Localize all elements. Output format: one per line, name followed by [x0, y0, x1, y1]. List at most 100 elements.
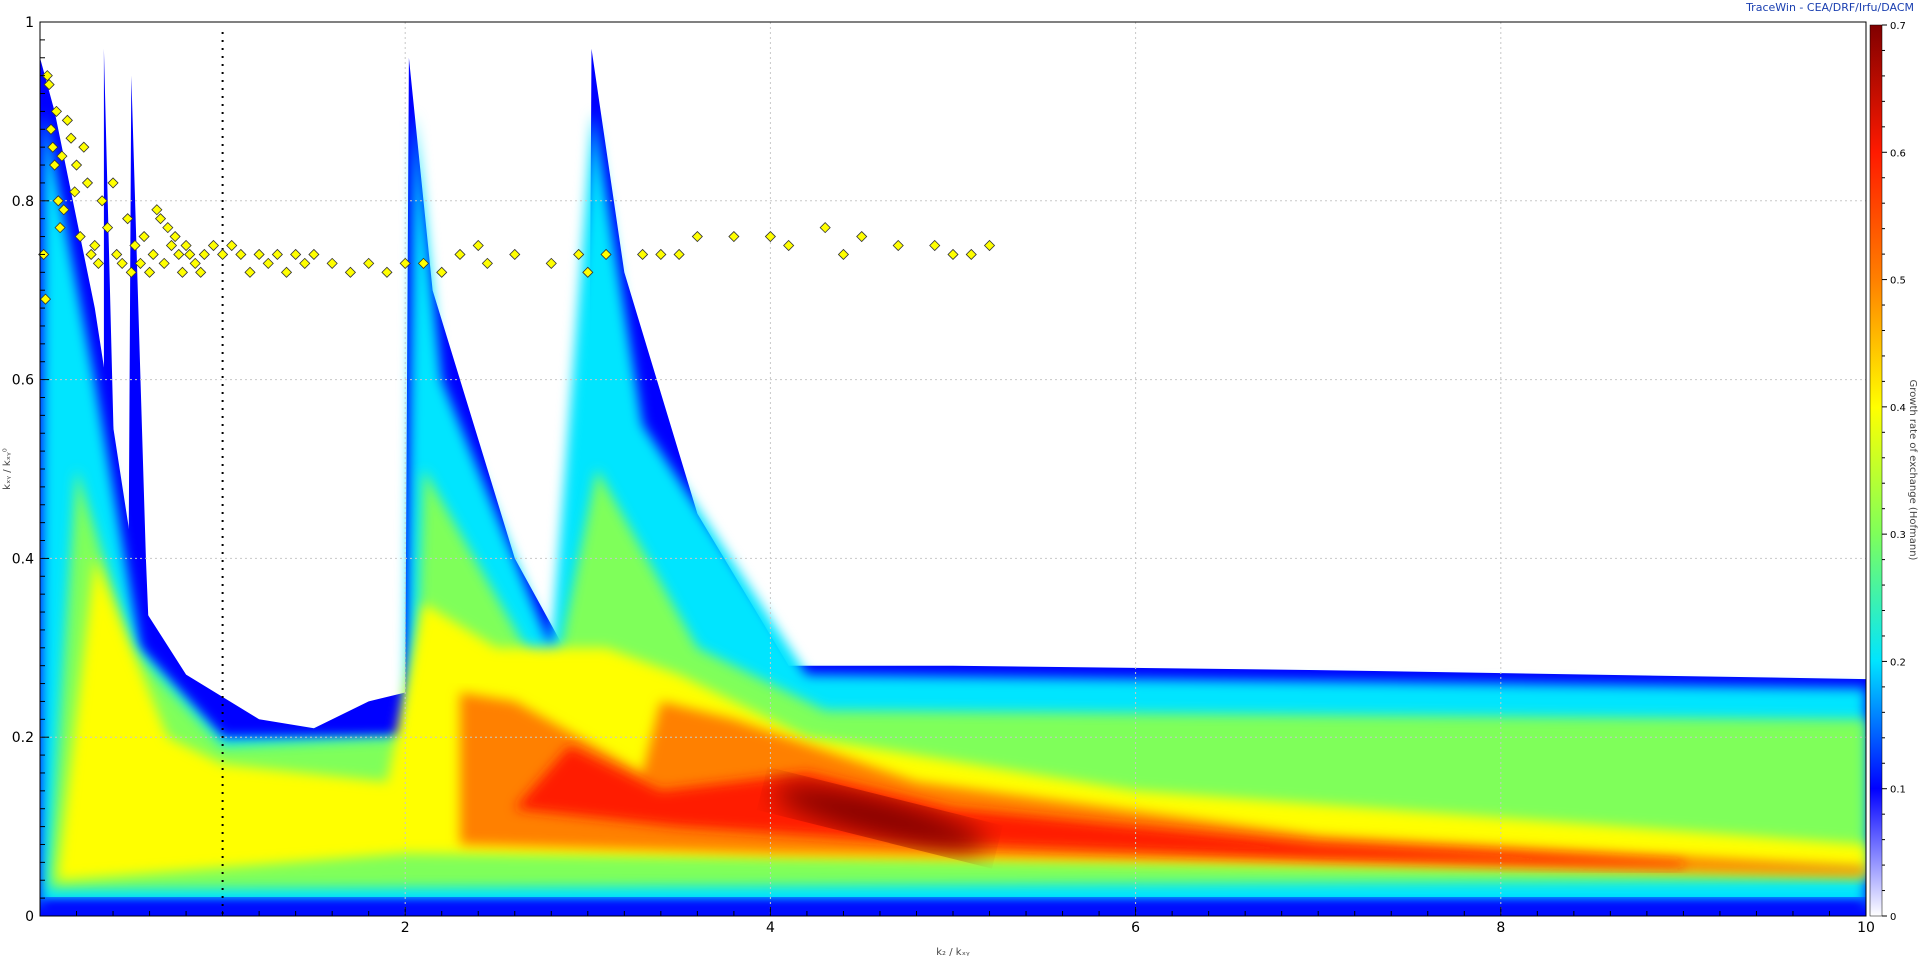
data-point	[45, 123, 57, 135]
data-point	[235, 248, 247, 261]
y-tick-label: 0.6	[12, 373, 34, 389]
data-point	[280, 266, 293, 278]
data-point	[54, 222, 66, 234]
data-point	[691, 230, 703, 243]
low-ky-strip	[40, 898, 1866, 916]
data-point	[43, 79, 55, 91]
data-point	[837, 248, 850, 261]
data-point	[207, 239, 220, 252]
y-tick-label: 0.8	[12, 194, 34, 210]
data-point	[481, 257, 493, 269]
data-point	[226, 239, 238, 252]
data-point	[129, 239, 141, 252]
y-tick-label: 0.2	[12, 730, 34, 746]
max-growth-region	[773, 784, 987, 851]
grid	[40, 22, 1866, 916]
data-point	[189, 257, 201, 269]
data-point	[290, 248, 302, 261]
x-tick-label: 2	[401, 920, 410, 936]
data-point	[381, 266, 393, 278]
data-point	[545, 257, 557, 269]
data-point	[326, 257, 338, 269]
data-point	[184, 248, 196, 261]
data-point	[417, 257, 430, 269]
data-point	[472, 239, 484, 252]
data-point	[162, 222, 174, 234]
colorbar-label: Growth rate of exchange (Hofmann)	[1907, 380, 1918, 561]
data-point	[454, 248, 466, 261]
data-point	[600, 248, 612, 261]
colorbar-tick-label: 0.2	[1890, 657, 1906, 668]
x-tick-label: 8	[1496, 920, 1505, 936]
data-point	[399, 257, 411, 269]
data-point	[81, 177, 94, 189]
data-point	[41, 70, 53, 82]
data-point	[573, 248, 585, 261]
data-point	[582, 266, 594, 278]
data-point	[69, 186, 81, 198]
plot-area	[40, 48, 1866, 916]
data-point	[101, 222, 114, 234]
data-point	[65, 132, 77, 144]
data-point	[50, 105, 62, 117]
data-point	[154, 213, 167, 225]
data-point	[655, 248, 667, 261]
data-point	[138, 230, 150, 243]
data-point	[173, 248, 185, 261]
data-point	[262, 257, 274, 269]
data-point	[158, 257, 170, 269]
data-point	[107, 177, 119, 189]
data-point	[39, 293, 52, 305]
colorbar-tick-label: 0.5	[1890, 276, 1906, 287]
colorbar-tick-label: 0	[1890, 912, 1896, 923]
marker-series	[38, 70, 996, 305]
data-point	[856, 230, 868, 243]
data-point	[134, 257, 146, 269]
data-point	[983, 239, 996, 252]
data-point	[96, 195, 108, 207]
data-point	[271, 248, 283, 261]
data-point	[169, 230, 181, 243]
colorbar-tick-label: 0.3	[1890, 530, 1906, 541]
data-point	[673, 248, 685, 261]
x-tick-label: 6	[1131, 920, 1140, 936]
data-point	[929, 239, 941, 252]
data-point	[56, 150, 68, 162]
data-point	[308, 248, 320, 261]
data-point	[92, 257, 104, 269]
credit-text: TraceWin - CEA/DRF/Irfu/DACM	[1746, 1, 1914, 14]
data-point	[74, 230, 86, 243]
colorbar-tick-label: 0.7	[1890, 21, 1906, 32]
data-point	[244, 266, 256, 278]
data-point	[52, 195, 64, 207]
data-point	[111, 248, 123, 261]
red-region	[514, 746, 1684, 867]
x-axis-label: k₂ / kₓᵧ	[936, 947, 970, 958]
data-point	[783, 239, 795, 252]
data-point	[151, 204, 163, 216]
axes: 2 4 6 8 10 0 0.2 0.4 0.6 0.8 1	[12, 15, 1875, 936]
data-point	[892, 239, 904, 252]
y-tick-label: 1	[25, 15, 34, 31]
data-point	[344, 266, 356, 278]
data-point	[509, 248, 521, 261]
data-point	[89, 239, 101, 252]
data-point	[299, 257, 311, 269]
colorbar-tick-label: 0.6	[1890, 148, 1906, 159]
data-point	[819, 222, 831, 234]
y-tick-label: 0	[25, 909, 34, 925]
data-point	[180, 239, 192, 252]
data-point	[176, 266, 188, 278]
x-tick-label: 10	[1857, 920, 1875, 936]
data-point	[965, 248, 977, 261]
colorbar: 0 0.1 0.2 0.3 0.4 0.5 0.6 0.7	[1869, 21, 1906, 923]
data-point	[728, 230, 740, 243]
data-point	[637, 248, 649, 261]
colorbar-tick-label: 0.4	[1890, 403, 1906, 414]
data-point	[116, 257, 128, 269]
data-point	[85, 248, 97, 261]
data-point	[147, 248, 159, 261]
data-point	[58, 204, 70, 216]
data-point	[61, 114, 73, 126]
